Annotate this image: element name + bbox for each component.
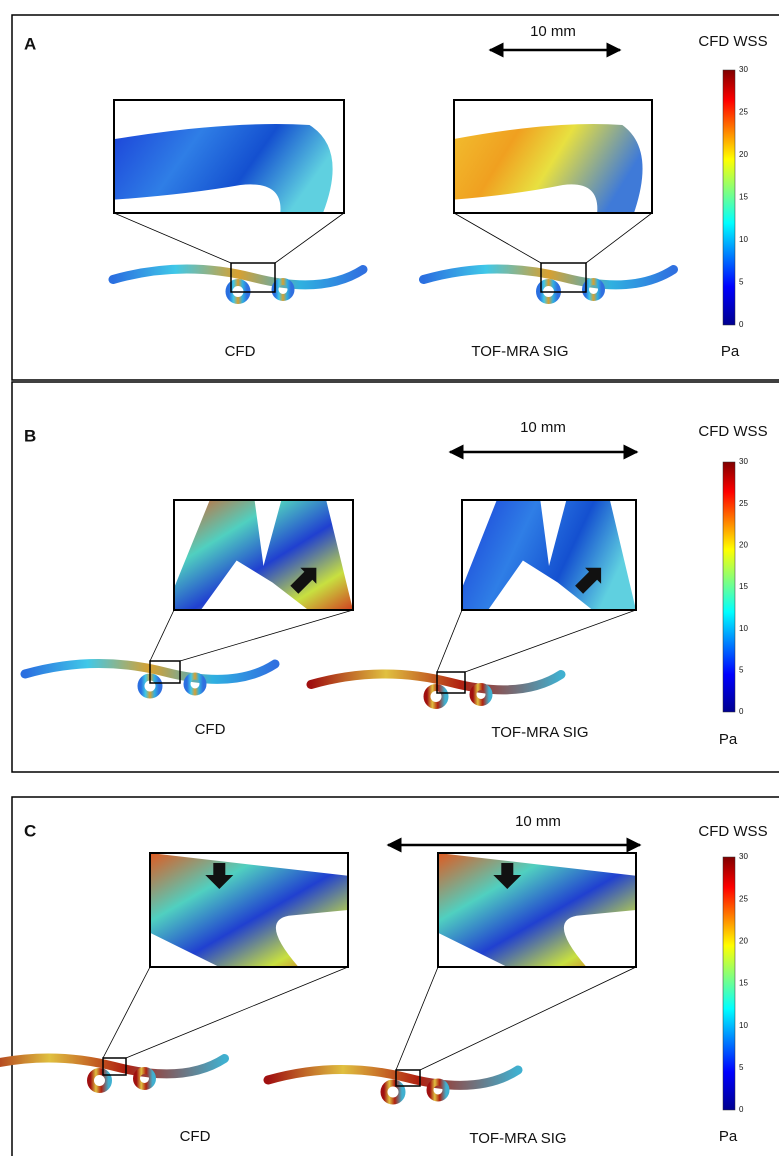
colorbar-tick: 0 [739, 320, 744, 329]
panel-label: B [24, 426, 36, 445]
panel-label: C [24, 821, 36, 840]
vessel-loop [137, 1071, 153, 1087]
caption: CFD [180, 1128, 211, 1145]
caption: TOF-MRA SIG [471, 343, 568, 360]
vessel-loop [430, 1082, 446, 1098]
colorbar-tick: 20 [739, 150, 748, 159]
colorbar [723, 462, 735, 712]
colorbar [723, 857, 735, 1110]
zoom-line [150, 610, 174, 661]
colorbar-tick: 10 [739, 624, 748, 633]
scale-label: 10 mm [520, 419, 566, 436]
unit-label: Pa [721, 343, 740, 360]
inset [174, 500, 353, 610]
colorbar-tick: 10 [739, 1021, 748, 1030]
panel: C 10 mm CFD WSS 0 5 10 15 20 25 30 Pa CFD TOF-MRA SI… [0, 797, 779, 1156]
caption: CFD [225, 343, 256, 360]
colorbar-tick: 15 [739, 979, 748, 988]
colorbar-tick: 5 [739, 278, 744, 287]
zoom-line [103, 967, 150, 1058]
page: {"panels":[ {"label":"A","scale":"10 mm"… [0, 0, 779, 1156]
colorbar-tick: 15 [739, 193, 748, 202]
colorbar-tick: 5 [739, 1063, 744, 1072]
vessel [0, 1058, 225, 1074]
zoom-line [586, 213, 652, 263]
colorbar-tick: 5 [739, 665, 744, 674]
colorbar-tick: 25 [739, 894, 748, 903]
caption: TOF-MRA SIG [491, 724, 588, 741]
colorbar-tick: 25 [739, 499, 748, 508]
colorbar-tick: 25 [739, 108, 748, 117]
zoom-line [180, 610, 353, 661]
panel: B 10 mm CFD WSS 0 5 10 15 20 25 30 Pa CFD TOF-MRA SI… [12, 382, 779, 772]
zoom-line [114, 213, 231, 263]
colorbar-tick: 15 [739, 582, 748, 591]
zoom-line [465, 610, 636, 672]
colorbar-tick: 20 [739, 540, 748, 549]
inset [462, 500, 636, 610]
vessel-loop [187, 676, 203, 692]
inset [109, 100, 344, 218]
colorbar-tick: 20 [739, 936, 748, 945]
colorbar [723, 70, 735, 325]
scale-label: 10 mm [515, 813, 561, 830]
panel-border [12, 382, 779, 772]
inset [449, 100, 652, 218]
vessel-loop [91, 1072, 109, 1090]
scale-label: 10 mm [530, 23, 576, 40]
colorbar-tick: 10 [739, 235, 748, 244]
vessel-loop [275, 282, 291, 298]
zoom-line [275, 213, 344, 263]
zoom-line [420, 967, 636, 1070]
colorbar-tick: 30 [739, 852, 748, 861]
panel-label: A [24, 34, 36, 53]
zoom-line [396, 967, 438, 1070]
colorbar-tick: 0 [739, 1105, 744, 1114]
zoom-line [437, 610, 462, 672]
vessel-loop [473, 687, 489, 703]
vessel-loop [586, 282, 602, 298]
panel: A 10 mm CFD WSS 0 5 10 15 20 25 30 Pa CFD TOF-MRA SI… [12, 15, 779, 380]
zoom-line [454, 213, 541, 263]
colorbar-title: CFD WSS [698, 33, 767, 50]
caption: CFD [195, 721, 226, 738]
colorbar-tick: 30 [739, 457, 748, 466]
unit-label: Pa [719, 731, 738, 748]
colorbar-title: CFD WSS [698, 823, 767, 840]
vessel-loop [427, 688, 445, 706]
caption: TOF-MRA SIG [469, 1130, 566, 1147]
colorbar-title: CFD WSS [698, 423, 767, 440]
figure: A 10 mm CFD WSS 0 5 10 15 20 25 30 Pa CFD TOF-MRA SI… [0, 0, 779, 1156]
inset [150, 853, 348, 967]
unit-label: Pa [719, 1128, 738, 1145]
colorbar-tick: 30 [739, 65, 748, 74]
colorbar-tick: 0 [739, 707, 744, 716]
inset [438, 853, 636, 967]
zoom-line [126, 967, 348, 1058]
